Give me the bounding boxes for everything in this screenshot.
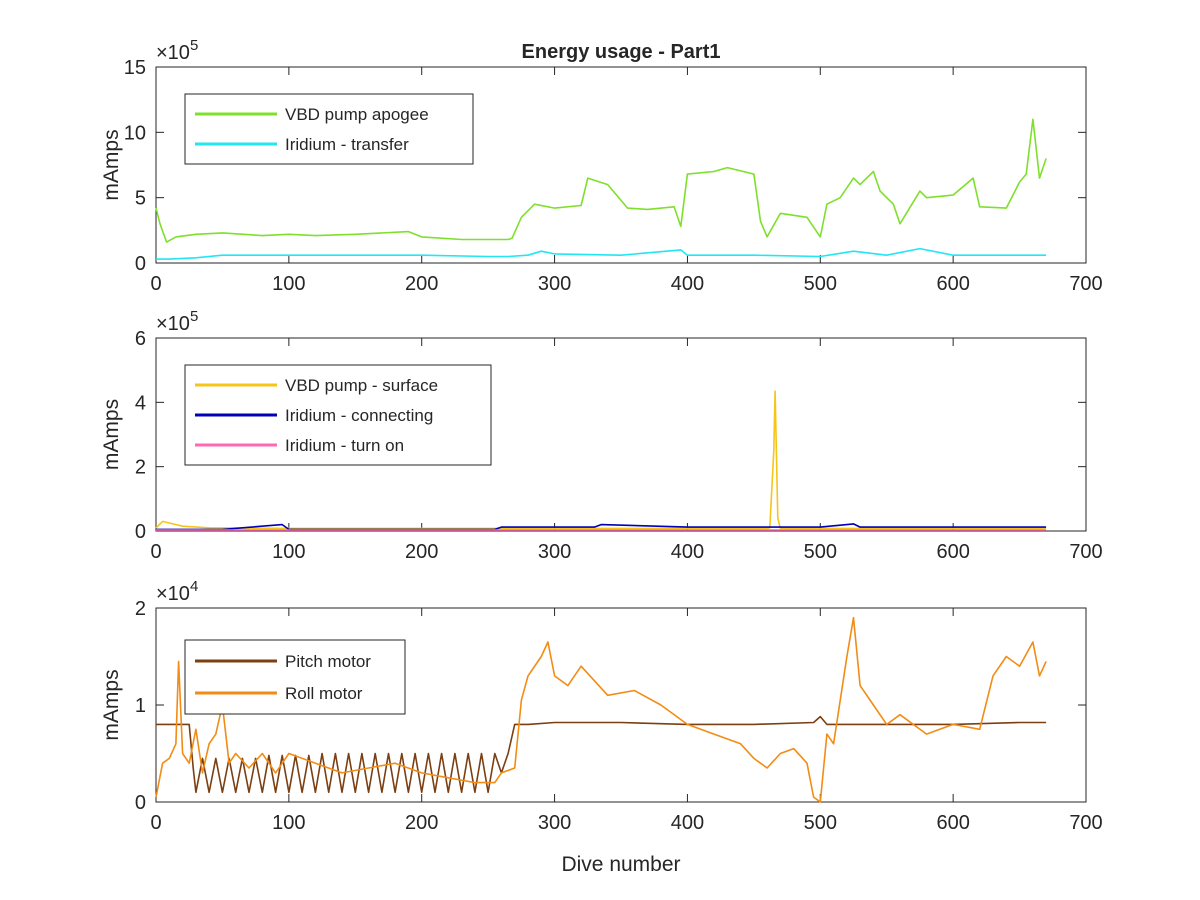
y-tick-label: 2 bbox=[135, 457, 146, 479]
y-tick-label: 0 bbox=[135, 792, 146, 814]
y-tick-label: 1 bbox=[135, 695, 146, 717]
legend-label-pitch-motor: Pitch motor bbox=[285, 652, 371, 671]
x-tick-label: 500 bbox=[804, 541, 837, 563]
series-line-roll-motor bbox=[155, 616, 1047, 803]
y-tick-label: 5 bbox=[135, 188, 146, 210]
x-axis-label: Dive number bbox=[561, 853, 680, 876]
y-exponent-base: ×10 bbox=[156, 583, 190, 605]
legend-label-vbd-pump-apogee: VBD pump apogee bbox=[285, 105, 429, 124]
x-tick-label: 300 bbox=[538, 541, 571, 563]
chart-title: Energy usage - Part1 bbox=[522, 41, 721, 63]
series-line-vbd-pump-surface bbox=[155, 390, 1047, 530]
y-exponent-base: ×10 bbox=[156, 313, 190, 335]
x-tick-label: 100 bbox=[272, 273, 305, 295]
x-tick-label: 300 bbox=[538, 812, 571, 834]
x-tick-label: 200 bbox=[405, 273, 438, 295]
y-exponent-base: ×10 bbox=[156, 42, 190, 64]
legend-box bbox=[184, 639, 406, 715]
y-tick-label: 10 bbox=[124, 122, 146, 144]
y-exponent-power: 5 bbox=[190, 308, 198, 325]
y-tick-label: 0 bbox=[135, 521, 146, 543]
legend-label-iridium-turn-on: Iridium - turn on bbox=[285, 436, 404, 455]
x-tick-label: 400 bbox=[671, 541, 704, 563]
series-line-iridium-connecting bbox=[156, 523, 1047, 531]
y-tick-label: 6 bbox=[135, 328, 146, 350]
x-tick-label: 0 bbox=[150, 273, 161, 295]
x-tick-label: 200 bbox=[405, 541, 438, 563]
y-tick-label: 2 bbox=[135, 598, 146, 620]
y-tick-label: 0 bbox=[135, 253, 146, 275]
y-tick-label: 15 bbox=[124, 57, 146, 79]
x-tick-label: 600 bbox=[936, 541, 969, 563]
x-tick-label: 700 bbox=[1069, 541, 1102, 563]
vbd-surface-iridium-panel: 0 100 200 300 400 500 600 700 0 2 4 6 ×105 mAmps VBD p… bbox=[100, 308, 1103, 563]
y-exponent-label: ×104 bbox=[156, 578, 198, 605]
y-exponent-label: ×105 bbox=[156, 308, 198, 335]
x-tick-label: 500 bbox=[804, 273, 837, 295]
x-tick-label: 100 bbox=[272, 541, 305, 563]
legend-label-vbd-pump-surface: VBD pump - surface bbox=[285, 376, 438, 395]
y-tick-label: 4 bbox=[135, 392, 146, 414]
series-line-vbd-pump-apogee bbox=[155, 118, 1047, 243]
x-tick-label: 200 bbox=[405, 812, 438, 834]
y-exponent-power: 4 bbox=[190, 578, 198, 595]
pitch-roll-motor-panel: 0 100 200 300 400 500 600 700 0 1 2 ×104 mAmps Dive n… bbox=[100, 578, 1103, 876]
x-tick-label: 0 bbox=[150, 541, 161, 563]
x-tick-label: 500 bbox=[804, 812, 837, 834]
x-tick-label: 600 bbox=[936, 812, 969, 834]
series-line-iridium-transfer bbox=[156, 247, 1047, 260]
x-tick-label: 100 bbox=[272, 812, 305, 834]
x-tick-label: 400 bbox=[671, 273, 704, 295]
y-exponent-label: ×105 bbox=[156, 37, 198, 64]
y-axis-label: mAmps bbox=[100, 669, 123, 740]
y-exponent-power: 5 bbox=[190, 37, 198, 54]
legend-label-iridium-connecting: Iridium - connecting bbox=[285, 406, 433, 425]
legend-box bbox=[184, 93, 474, 165]
series-line-pitch-motor bbox=[156, 715, 1047, 794]
x-tick-label: 700 bbox=[1069, 812, 1102, 834]
y-axis-label: mAmps bbox=[100, 129, 123, 200]
x-tick-label: 0 bbox=[150, 812, 161, 834]
legend-label-roll-motor: Roll motor bbox=[285, 684, 363, 703]
vbd-apogee-iridium-transfer-panel: 0 100 200 300 400 500 600 700051015×105mAmpsEne… bbox=[100, 37, 1103, 295]
x-tick-label: 600 bbox=[936, 273, 969, 295]
legend-label-iridium-transfer: Iridium - transfer bbox=[285, 135, 409, 154]
x-tick-label: 400 bbox=[671, 812, 704, 834]
y-axis-label: mAmps bbox=[100, 399, 123, 470]
x-tick-label: 300 bbox=[538, 273, 571, 295]
x-tick-label: 700 bbox=[1069, 273, 1102, 295]
